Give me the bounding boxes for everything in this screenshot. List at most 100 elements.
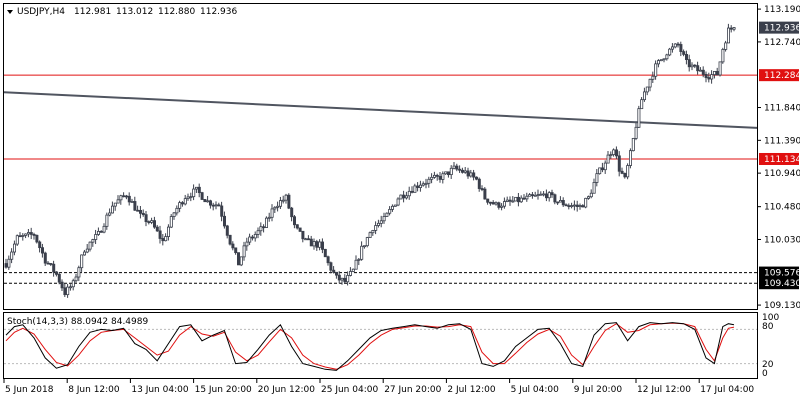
candle <box>41 243 45 258</box>
stochastic-panel-frame <box>3 312 758 379</box>
candle <box>522 194 526 200</box>
candle <box>152 216 156 229</box>
candle <box>651 71 655 83</box>
candle <box>514 196 518 202</box>
candle <box>430 173 434 184</box>
candle <box>94 229 98 245</box>
candle <box>438 172 442 183</box>
candles-layer <box>4 23 736 298</box>
candle <box>385 212 389 217</box>
candle <box>505 196 509 203</box>
candle <box>626 163 630 180</box>
candle <box>214 201 218 210</box>
candle <box>354 255 358 270</box>
candle <box>413 183 417 193</box>
stochastic-label: Stoch(14,3,3) 88.0942 84.4989 <box>7 317 148 327</box>
candle <box>402 190 406 203</box>
candle <box>715 67 719 76</box>
candle <box>432 171 436 179</box>
stoch-scale-max: 100 <box>762 313 779 323</box>
price-label-red: 111.134 <box>759 152 800 165</box>
candle <box>91 238 95 247</box>
candle <box>592 178 596 194</box>
stochastic-panel[interactable]: Stoch(14,3,3) 88.0942 84.4989 100 80 20 … <box>3 312 780 380</box>
candle <box>550 189 554 198</box>
price-panel[interactable] <box>3 3 758 310</box>
candle <box>547 191 551 202</box>
candle <box>108 208 112 217</box>
price-axis[interactable]: 113.190 112.740 111.840 111.390 110.940 110.4… <box>757 5 800 311</box>
candle <box>329 261 333 274</box>
candle <box>60 279 64 291</box>
candle <box>273 206 277 214</box>
candle <box>225 224 229 239</box>
time-tick-label: 20 Jun 12:00 <box>258 385 315 395</box>
candle <box>43 251 47 266</box>
candle <box>320 238 324 254</box>
candle <box>561 197 565 207</box>
stochastic-lines <box>4 322 757 371</box>
candle <box>629 148 633 169</box>
candle <box>545 189 549 202</box>
candle <box>654 60 658 80</box>
candle <box>69 284 73 291</box>
trend-line[interactable] <box>3 91 758 129</box>
candle <box>334 271 338 279</box>
time-tick-label: 27 Jun 20:00 <box>384 385 441 395</box>
candle <box>290 206 294 222</box>
candle <box>166 224 170 241</box>
candle <box>404 191 408 200</box>
candle <box>250 234 254 241</box>
candle <box>12 240 16 256</box>
time-tick-label: 2 Jul 12:00 <box>447 385 496 395</box>
candle <box>427 176 431 188</box>
candle <box>673 43 677 49</box>
candle <box>407 186 411 200</box>
candle <box>648 78 652 92</box>
ohlc-open: 112.981 <box>74 7 111 17</box>
svg-text:112.936: 112.936 <box>764 24 800 34</box>
candle <box>494 201 498 206</box>
candle <box>357 257 361 266</box>
candle <box>368 231 372 238</box>
candle <box>116 195 120 204</box>
candle <box>189 192 193 202</box>
candle <box>480 185 484 192</box>
candle <box>245 237 249 251</box>
price-label-red: 112.284 <box>759 69 800 82</box>
candle <box>665 53 669 61</box>
candle <box>668 47 672 57</box>
candle <box>718 61 722 77</box>
time-axis[interactable]: 5 Jun 2018 8 Jun 12:00 13 Jun 04:00 15 Jun … <box>3 379 754 395</box>
candle <box>192 184 196 201</box>
price-tick-label: 110.030 <box>764 235 800 245</box>
candle <box>679 41 683 57</box>
collapse-triangle-icon[interactable] <box>7 10 13 14</box>
candle <box>371 229 375 236</box>
candle <box>77 265 81 282</box>
candle <box>399 194 403 200</box>
candle <box>640 97 644 110</box>
candle <box>278 196 282 210</box>
candle <box>564 203 568 207</box>
candle <box>502 197 506 209</box>
candle <box>259 222 263 236</box>
candle <box>194 186 198 193</box>
candle <box>612 148 616 157</box>
candle <box>340 277 344 285</box>
candle <box>488 201 492 206</box>
candle <box>511 196 515 203</box>
candle <box>267 212 271 222</box>
candle <box>172 212 176 220</box>
candle <box>631 137 635 152</box>
candle <box>281 195 285 204</box>
candle <box>315 239 319 251</box>
candle <box>38 240 42 253</box>
candle <box>49 263 53 267</box>
candle <box>264 216 268 228</box>
candle <box>732 27 736 32</box>
levels-layer <box>3 74 758 284</box>
candle <box>10 248 14 264</box>
svg-text:109.430: 109.430 <box>764 279 800 289</box>
